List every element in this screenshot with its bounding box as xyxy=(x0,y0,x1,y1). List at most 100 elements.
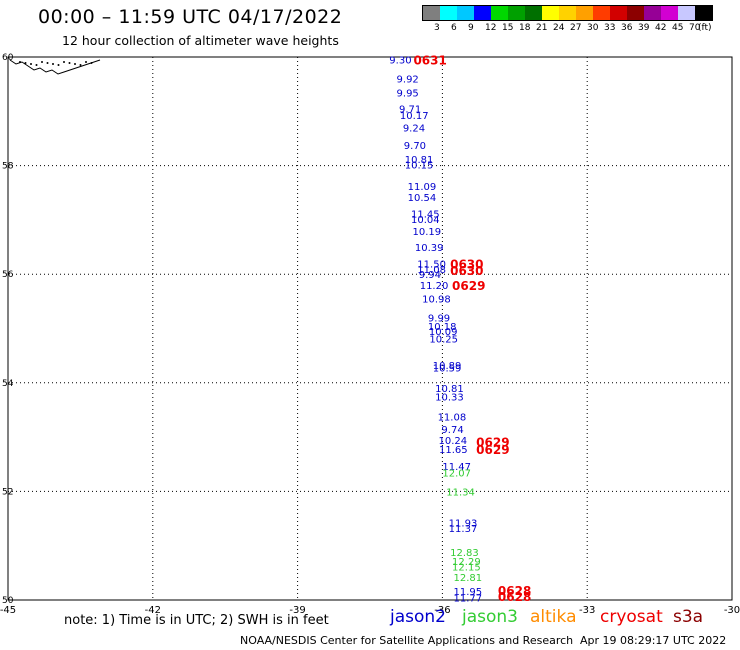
scale-label: 12 xyxy=(485,23,497,33)
swh-label: 10.54 xyxy=(408,193,437,204)
swh-label: 11.45 xyxy=(411,209,440,220)
time-label: 0629 xyxy=(452,279,485,293)
page-subtitle: 12 hour collection of altimeter wave hei… xyxy=(62,33,339,48)
swh-label: 12.81 xyxy=(454,573,483,584)
swh-label: 10.09 xyxy=(429,327,458,338)
page-title: 00:00 – 11:59 UTC 04/17/2022 xyxy=(38,6,343,28)
lat-tick-label: 52 xyxy=(2,487,13,497)
time-label: 0630 xyxy=(450,257,483,271)
swh-label: 11.20 xyxy=(420,281,449,292)
swh-label: 11.93 xyxy=(449,518,478,529)
scale-label: 9 xyxy=(468,23,474,33)
scale-swatch xyxy=(525,6,542,20)
coast-island xyxy=(52,63,54,65)
scale-swatch xyxy=(661,6,678,20)
coast-island xyxy=(68,62,71,64)
coast-island xyxy=(19,61,21,63)
swh-label: 11.37 xyxy=(449,524,478,535)
scale-label: 42 xyxy=(655,23,667,33)
color-scale-labels: 3 6 9 12 15 18 21 24 27 30 33 36 39 42 45 70 (ft) xyxy=(422,21,713,35)
swh-label: 10.98 xyxy=(422,295,451,306)
color-scale-legend: 3 6 9 12 15 18 21 24 27 30 33 36 39 42 45 70 (ft) xyxy=(422,5,713,35)
swh-label: 11.95 xyxy=(454,587,483,598)
note-text: note: 1) Time is in UTC; 2) SWH is in fe… xyxy=(64,613,329,628)
map-frame xyxy=(7,56,733,601)
scale-swatch xyxy=(559,6,576,20)
swh-label: 11.08 xyxy=(438,412,467,423)
scale-swatch xyxy=(491,6,508,20)
time-label: 0629 xyxy=(476,435,509,449)
time-label: 0628 xyxy=(498,590,531,604)
scale-swatch xyxy=(576,6,593,20)
swh-label: 12.15 xyxy=(452,562,481,573)
swh-label: 9.74 xyxy=(441,425,463,436)
swh-label: 11.47 xyxy=(442,462,471,473)
swh-label: 9.94 xyxy=(419,270,441,281)
swh-label: 9.24 xyxy=(403,124,425,135)
swh-label: 9.95 xyxy=(397,88,419,99)
lon-tick-label: -33 xyxy=(579,605,595,616)
scale-label: (ft) xyxy=(698,23,712,33)
scale-label: 33 xyxy=(604,23,616,33)
scale-label: 24 xyxy=(553,23,565,33)
swh-label: 9.71 xyxy=(399,105,421,116)
scale-label: 70 xyxy=(689,23,701,33)
swh-label: 12.83 xyxy=(450,548,479,559)
coast-island xyxy=(85,61,87,63)
lon-tick-label: -45 xyxy=(0,605,16,616)
swh-label: 10.15 xyxy=(405,161,434,172)
swh-label: 10.89 xyxy=(433,361,462,372)
time-label: 0631 xyxy=(413,54,446,68)
time-label: 0630 xyxy=(450,264,483,278)
coast-island xyxy=(24,62,27,64)
lon-tick-label: -42 xyxy=(145,605,161,616)
scale-label: 21 xyxy=(536,23,548,33)
coast-island xyxy=(79,64,82,66)
coast-island xyxy=(63,61,65,63)
lon-tick-label: -39 xyxy=(289,605,305,616)
swh-label: 9.99 xyxy=(428,314,450,325)
scale-swatch xyxy=(610,6,627,20)
scale-swatch xyxy=(678,6,695,20)
lat-tick-label: 56 xyxy=(2,270,14,280)
scale-swatch xyxy=(440,6,457,20)
coast-island xyxy=(46,62,49,64)
swh-label: 10.18 xyxy=(428,322,457,333)
swh-label: 10.19 xyxy=(412,227,441,238)
scale-label: 30 xyxy=(587,23,599,33)
scale-swatch xyxy=(593,6,610,20)
scale-label: 36 xyxy=(621,23,633,33)
legend-altika: altika xyxy=(530,607,577,627)
lon-tick-label: -30 xyxy=(724,605,740,616)
legend-s3a: s3a xyxy=(673,607,704,627)
swh-label: 10.04 xyxy=(411,215,440,226)
swh-label: 9.92 xyxy=(397,75,419,86)
coast-island xyxy=(41,61,43,63)
scale-swatch xyxy=(627,6,644,20)
swh-label: 9.30 xyxy=(389,56,411,67)
swh-label: 11.50 xyxy=(417,259,446,270)
scale-swatch xyxy=(542,6,559,20)
coast-island xyxy=(74,63,76,65)
coast-island xyxy=(57,64,60,66)
scale-label: 15 xyxy=(502,23,514,33)
scale-swatch xyxy=(474,6,491,20)
swh-label: 12.07 xyxy=(442,468,471,479)
coast-island xyxy=(35,64,38,66)
swh-label: 9.70 xyxy=(404,141,426,152)
time-label: 0629 xyxy=(476,443,509,457)
legend-jason2: jason2 xyxy=(390,607,446,627)
swh-label: 10.59 xyxy=(433,364,462,375)
time-label: 0628 xyxy=(498,584,531,598)
swh-label: 10.39 xyxy=(415,243,444,254)
coast-island xyxy=(30,63,32,65)
swh-label: 11.34 xyxy=(446,487,475,498)
swh-label: 11.08 xyxy=(417,265,446,276)
color-scale-boxes xyxy=(422,5,713,21)
scale-swatch xyxy=(695,6,712,20)
scale-label: 39 xyxy=(638,23,650,33)
swh-label: 10.24 xyxy=(439,436,468,447)
swh-label: 10.81 xyxy=(405,155,434,166)
legend-jason3: jason3 xyxy=(462,607,518,627)
